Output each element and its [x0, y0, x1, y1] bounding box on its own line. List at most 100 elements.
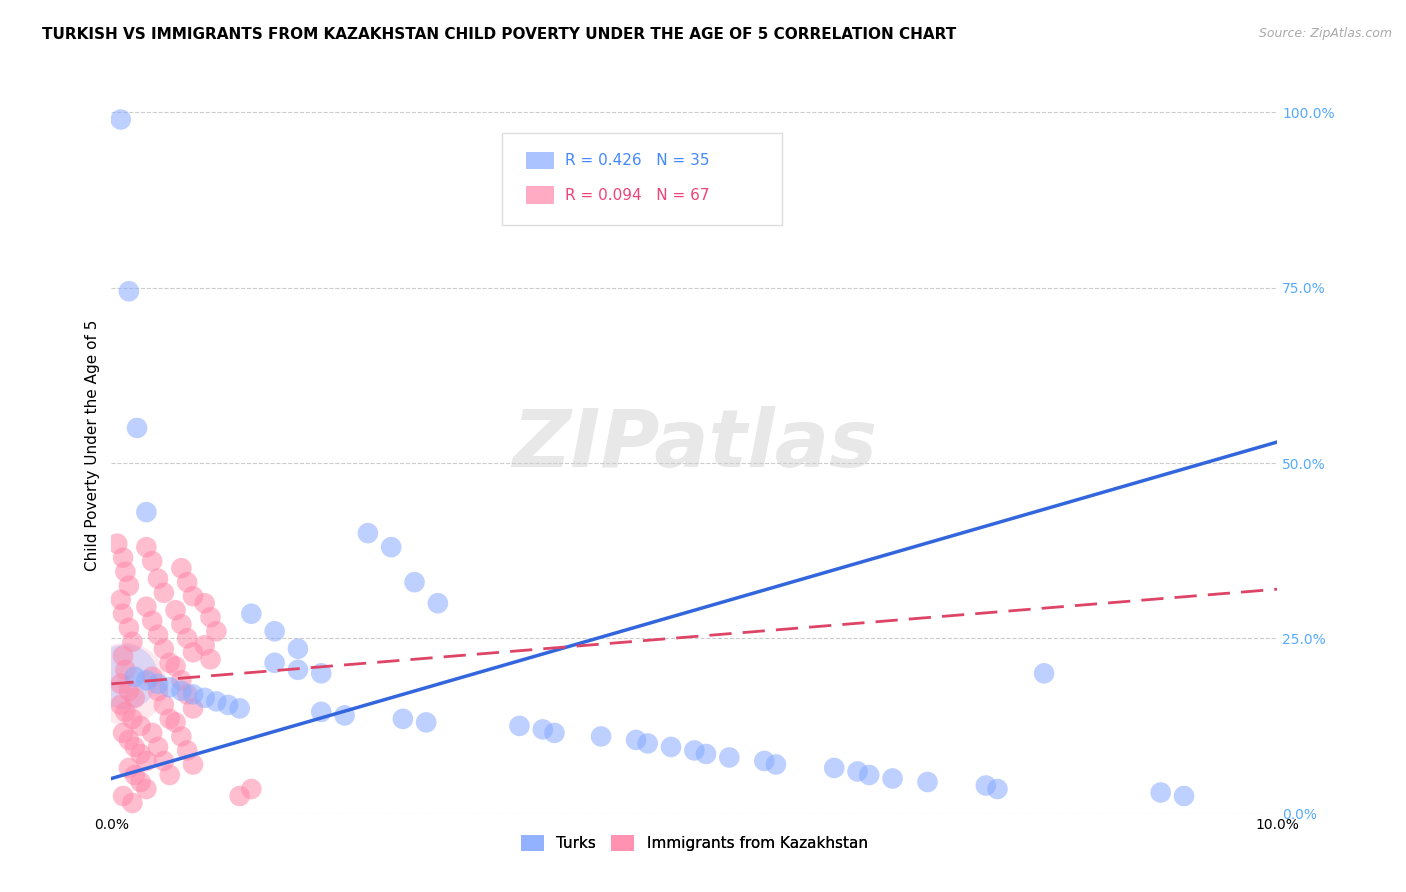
- Point: [121, 712, 143, 726]
- Point: [287, 663, 309, 677]
- Y-axis label: Child Poverty Under the Age of 5: Child Poverty Under the Age of 5: [86, 320, 100, 571]
- Point: [141, 554, 163, 568]
- Point: [118, 761, 141, 775]
- Point: [112, 648, 135, 663]
- Point: [392, 712, 415, 726]
- Text: TURKISH VS IMMIGRANTS FROM KAZAKHSTAN CHILD POVERTY UNDER THE AGE OF 5 CORRELATI: TURKISH VS IMMIGRANTS FROM KAZAKHSTAN CH…: [42, 27, 956, 42]
- Point: [114, 677, 136, 691]
- Point: [110, 112, 132, 127]
- Point: [200, 652, 222, 666]
- Point: [1033, 666, 1056, 681]
- Point: [765, 757, 787, 772]
- Point: [287, 641, 309, 656]
- FancyBboxPatch shape: [526, 186, 554, 204]
- Point: [823, 761, 845, 775]
- Point: [141, 614, 163, 628]
- Point: [309, 705, 332, 719]
- Point: [135, 599, 157, 614]
- Point: [228, 701, 250, 715]
- Text: R = 0.426   N = 35: R = 0.426 N = 35: [565, 153, 710, 168]
- Point: [146, 739, 169, 754]
- Point: [153, 585, 176, 599]
- Point: [112, 607, 135, 621]
- Point: [217, 698, 239, 712]
- Point: [170, 561, 193, 575]
- Point: [110, 698, 132, 712]
- Point: [986, 782, 1008, 797]
- Point: [846, 764, 869, 779]
- Point: [1173, 789, 1195, 803]
- Point: [121, 796, 143, 810]
- Point: [153, 698, 176, 712]
- Point: [858, 768, 880, 782]
- Point: [159, 712, 181, 726]
- Point: [135, 754, 157, 768]
- Point: [114, 565, 136, 579]
- Text: ZIPatlas: ZIPatlas: [512, 407, 877, 484]
- Point: [118, 579, 141, 593]
- Point: [135, 540, 157, 554]
- Point: [165, 603, 187, 617]
- Point: [917, 775, 939, 789]
- Point: [181, 757, 204, 772]
- Point: [426, 596, 449, 610]
- Point: [118, 684, 141, 698]
- Point: [124, 739, 146, 754]
- Point: [591, 730, 613, 744]
- Point: [118, 285, 141, 299]
- Point: [508, 719, 530, 733]
- Point: [194, 596, 217, 610]
- Point: [181, 701, 204, 715]
- Text: R = 0.094   N = 67: R = 0.094 N = 67: [565, 187, 710, 202]
- Point: [695, 747, 717, 761]
- Point: [129, 775, 152, 789]
- Point: [974, 779, 997, 793]
- Point: [194, 638, 217, 652]
- Point: [153, 754, 176, 768]
- Point: [176, 687, 198, 701]
- Point: [135, 673, 157, 688]
- Point: [146, 628, 169, 642]
- Point: [165, 715, 187, 730]
- Point: [333, 708, 356, 723]
- Point: [114, 670, 136, 684]
- Point: [124, 690, 146, 705]
- Point: [118, 621, 141, 635]
- Point: [754, 754, 776, 768]
- Point: [1150, 785, 1173, 799]
- Point: [263, 624, 285, 639]
- Point: [176, 575, 198, 590]
- Point: [110, 592, 132, 607]
- Point: [129, 747, 152, 761]
- Point: [141, 726, 163, 740]
- Point: [146, 677, 169, 691]
- Point: [146, 572, 169, 586]
- Point: [683, 743, 706, 757]
- Point: [357, 526, 380, 541]
- Point: [159, 656, 181, 670]
- Point: [543, 726, 565, 740]
- Point: [176, 632, 198, 646]
- Point: [415, 715, 437, 730]
- Point: [170, 673, 193, 688]
- Point: [112, 726, 135, 740]
- Point: [159, 681, 181, 695]
- Point: [380, 540, 402, 554]
- Point: [146, 684, 169, 698]
- Point: [240, 782, 263, 797]
- Point: [228, 789, 250, 803]
- Text: Source: ZipAtlas.com: Source: ZipAtlas.com: [1258, 27, 1392, 40]
- Point: [170, 730, 193, 744]
- Point: [181, 589, 204, 603]
- Legend: Turks, Immigrants from Kazakhstan: Turks, Immigrants from Kazakhstan: [515, 830, 873, 857]
- Point: [205, 694, 228, 708]
- Point: [200, 610, 222, 624]
- Point: [165, 659, 187, 673]
- FancyBboxPatch shape: [526, 152, 554, 169]
- Point: [141, 670, 163, 684]
- Point: [135, 505, 157, 519]
- Point: [718, 750, 741, 764]
- Point: [121, 634, 143, 648]
- Point: [624, 733, 647, 747]
- Point: [125, 421, 148, 435]
